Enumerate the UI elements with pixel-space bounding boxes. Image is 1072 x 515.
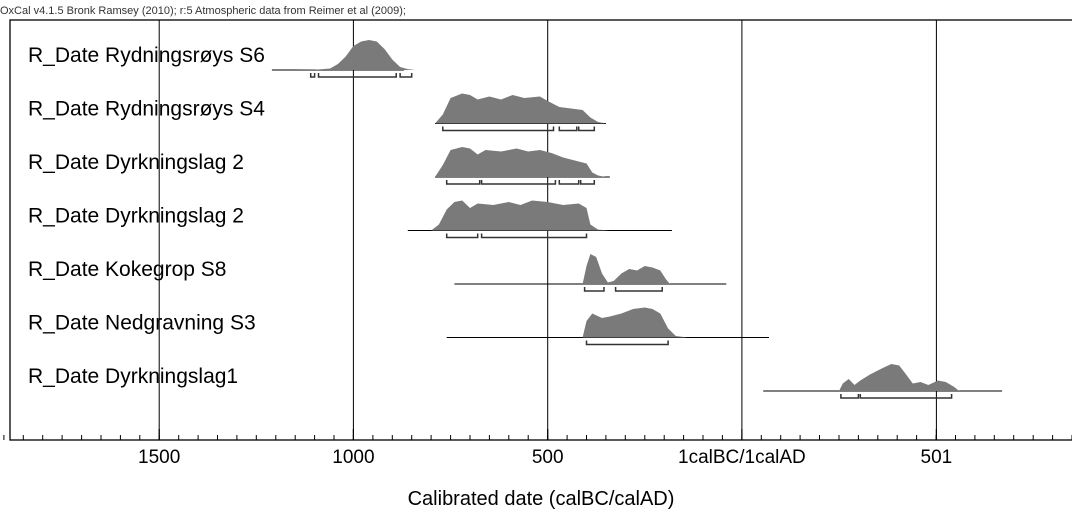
- range-bracket: [309, 73, 316, 78]
- x-axis: 1500 1000 500 1calBC/1calAD 501: [3, 429, 1072, 468]
- posterior-distribution: [291, 40, 416, 70]
- row-label: R_Date Dyrkningslag 2: [28, 205, 244, 228]
- range-bracket: [585, 340, 669, 346]
- row-label: R_Date Dyrkningslag 2: [28, 151, 244, 174]
- x-axis-title: Calibrated date (calBC/calAD): [408, 488, 675, 510]
- row-label: R_Date Nedgravning S3: [28, 312, 256, 335]
- posterior-distribution: [435, 147, 606, 177]
- range-bracket: [445, 180, 481, 185]
- tick-label: 500: [532, 447, 564, 468]
- header-credit: OxCal v4.1.5 Bronk Ramsey (2010); r:5 At…: [0, 5, 406, 17]
- range-bracket: [579, 180, 596, 185]
- range-bracket: [480, 233, 588, 239]
- range-bracket: [399, 73, 413, 78]
- date-row: R_Date Nedgravning S3: [28, 307, 769, 346]
- plot-rows: R_Date Rydningsrøys S6 R_Date Rydningsrøy…: [28, 40, 1003, 399]
- range-bracket: [859, 394, 953, 399]
- date-row: R_Date Rydningsrøys S4: [28, 93, 606, 132]
- posterior-distribution: [582, 254, 670, 284]
- posterior-distribution: [839, 364, 960, 391]
- range-bracket: [558, 126, 578, 132]
- date-row: R_Date Kokegrop S8: [28, 254, 727, 292]
- date-row: R_Date Dyrkningslag 2: [28, 200, 672, 239]
- range-bracket: [840, 394, 860, 399]
- range-bracket: [583, 287, 605, 292]
- range-bracket: [317, 73, 397, 78]
- tick-label: 1000: [332, 447, 374, 468]
- row-label: R_Date Kokegrop S8: [28, 258, 226, 281]
- tick-label: 1500: [138, 447, 180, 468]
- range-bracket: [614, 287, 663, 292]
- row-label: R_Date Dyrkningslag1: [28, 365, 238, 388]
- posterior-distribution: [431, 200, 610, 231]
- plot-frame: [9, 19, 1072, 441]
- row-label: R_Date Rydningsrøys S4: [28, 98, 265, 121]
- tick-label: 1calBC/1calAD: [678, 447, 806, 468]
- date-row: R_Date Rydningsrøys S6: [28, 40, 416, 78]
- posterior-distribution: [435, 93, 606, 124]
- date-row: R_Date Dyrkningslag 2: [28, 147, 610, 185]
- row-label: R_Date Rydningsrøys S6: [28, 44, 265, 67]
- range-bracket: [442, 126, 555, 132]
- tick-label: 501: [921, 447, 953, 468]
- date-row: R_Date Dyrkningslag1: [28, 364, 1003, 399]
- range-bracket: [480, 180, 557, 185]
- range-bracket: [577, 126, 596, 132]
- posterior-distribution: [582, 307, 688, 338]
- range-bracket: [558, 180, 580, 185]
- range-bracket: [445, 233, 479, 239]
